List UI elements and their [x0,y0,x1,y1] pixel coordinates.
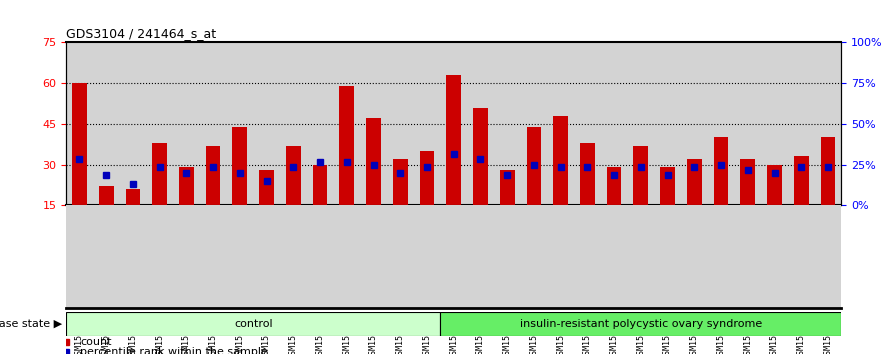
Bar [553,116,568,205]
Bar [820,137,835,205]
Text: control: control [233,319,272,329]
Bar [473,108,488,205]
Bar [366,119,381,205]
Bar [500,170,515,205]
Bar [767,165,781,205]
Bar [527,127,541,205]
Bar [633,145,648,205]
Text: GDS3104 / 241464_s_at: GDS3104 / 241464_s_at [66,27,216,40]
Bar [687,159,701,205]
Bar [447,75,461,205]
Bar [233,127,248,205]
Bar [152,143,167,205]
Bar [66,312,440,336]
Text: percentile rank within the sample: percentile rank within the sample [80,347,268,354]
Bar [339,86,354,205]
Bar [794,156,809,205]
Text: disease state ▶: disease state ▶ [0,319,62,329]
Bar [99,186,114,205]
Text: insulin-resistant polycystic ovary syndrome: insulin-resistant polycystic ovary syndr… [520,319,762,329]
Bar [72,83,87,205]
Bar [660,167,675,205]
Bar [580,143,595,205]
Bar [313,165,328,205]
Bar [286,145,300,205]
Bar [393,159,408,205]
Bar [607,167,621,205]
Bar [440,312,841,336]
Text: count: count [80,337,112,347]
Bar [206,145,220,205]
Bar [126,189,140,205]
Bar [259,170,274,205]
Bar [179,167,194,205]
Bar [419,151,434,205]
Bar [740,159,755,205]
Bar [714,137,729,205]
